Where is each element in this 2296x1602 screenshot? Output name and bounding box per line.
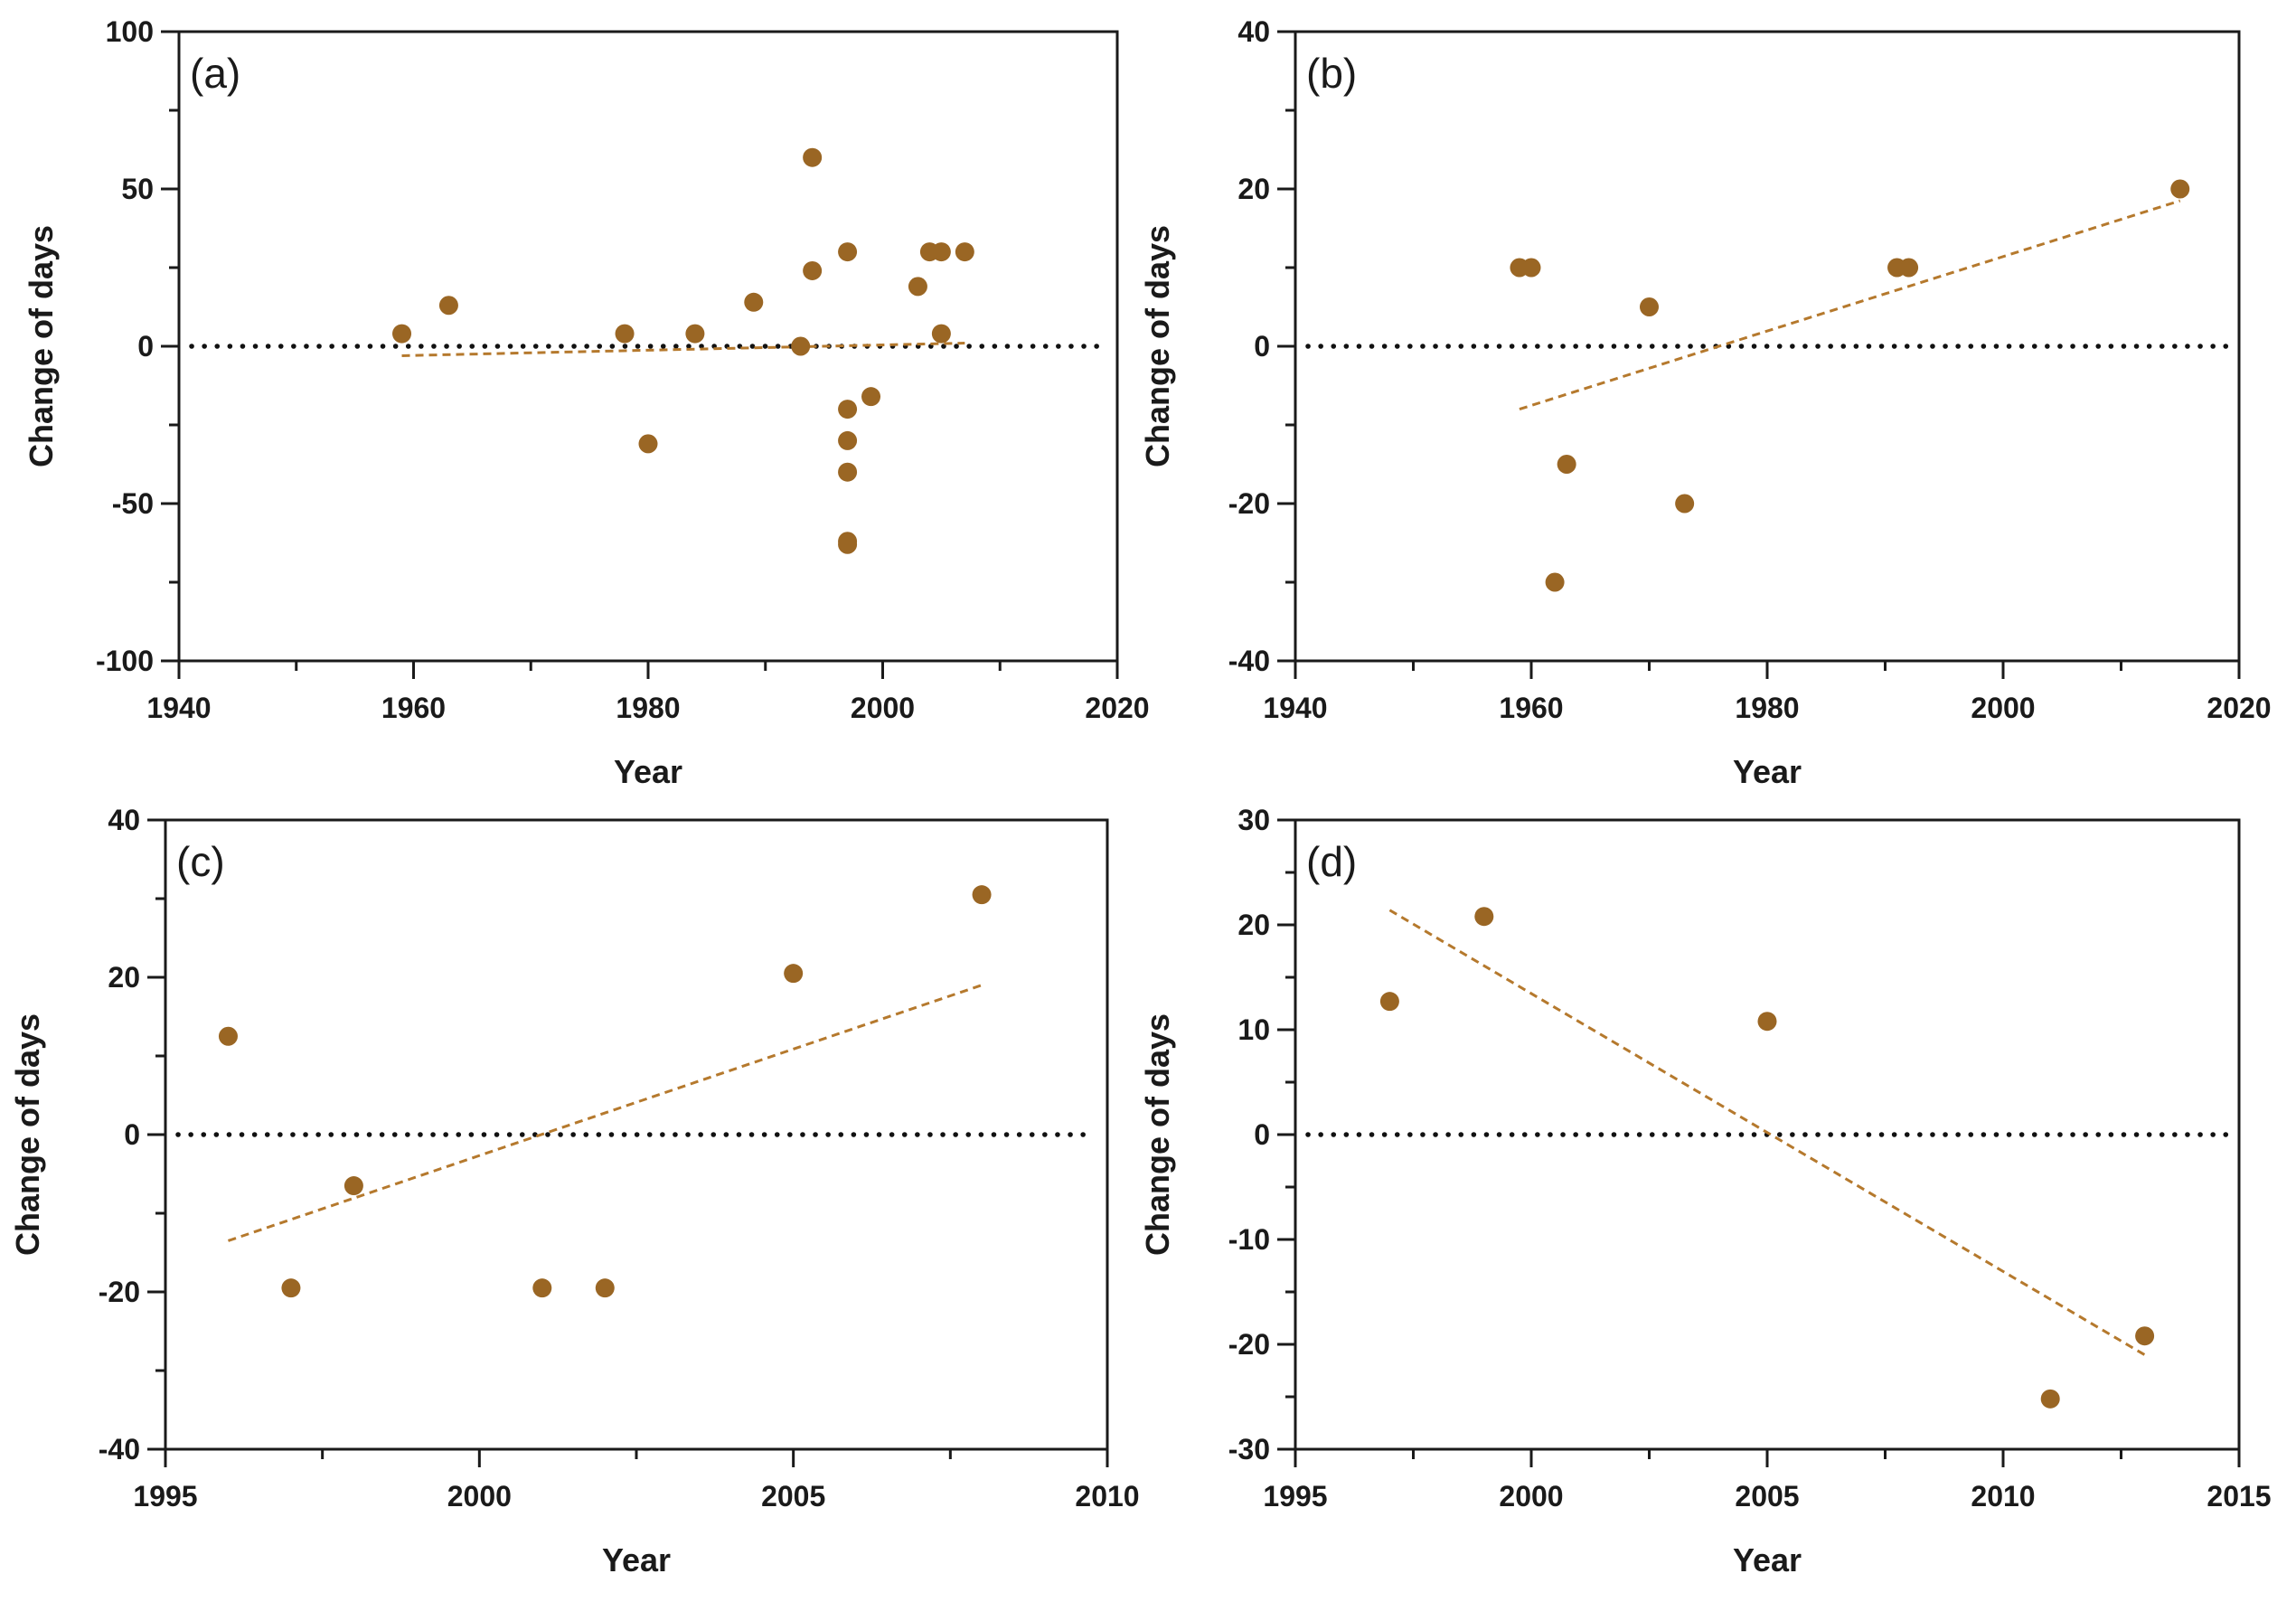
panel-d-x-tick-label: 2005 [1735, 1480, 1799, 1512]
panel-b-y-axis-title: Change of days [1139, 225, 1176, 467]
panel-c-x-tick-label: 2000 [447, 1480, 512, 1512]
panel-b-x-tick-label: 1940 [1263, 692, 1327, 724]
panel-b-label: (b) [1306, 50, 1357, 97]
panel-d-y-tick-label: 0 [1254, 1118, 1270, 1151]
panel-d-data-point [1379, 992, 1399, 1012]
panel-c-x-tick-label: 1995 [133, 1480, 197, 1512]
panel-b-data-point [1521, 258, 1541, 278]
panel-a-y-tick-label: 100 [106, 15, 154, 48]
panel-b-trend-line [1519, 199, 2181, 411]
panel-c-data-point [784, 964, 804, 984]
panel-a-x-tick-label: 1940 [146, 692, 211, 724]
panel-d-y-tick-label: 20 [1237, 909, 1270, 941]
panel-a-data-point [908, 277, 927, 297]
panel-b-y-tick-label: 40 [1237, 15, 1270, 48]
panel-a-data-point [791, 336, 811, 356]
panel-a-data-point [803, 260, 823, 280]
panel-c-y-tick-label: 20 [108, 961, 140, 994]
panel-d-label: (d) [1306, 838, 1357, 885]
panel-b-x-tick-label: 2020 [2207, 692, 2271, 724]
panel-d-data-point [1474, 907, 1494, 927]
panel-a-data-point [803, 147, 823, 167]
panel-a-x-tick-label: 1980 [616, 692, 680, 724]
panel-c-trend-line [227, 984, 983, 1242]
panel-a-y-tick-label: -100 [96, 645, 154, 677]
panel-c-y-tick-label: 0 [124, 1118, 140, 1151]
panel-d-x-tick-label: 2000 [1499, 1480, 1563, 1512]
panel-b-data-point [1640, 297, 1659, 316]
panel-a-x-tick-label: 1960 [381, 692, 446, 724]
panel-d-y-tick-label: 10 [1237, 1013, 1270, 1046]
panel-d-trend-line [1388, 909, 2146, 1356]
panel-d-x-tick-label: 1995 [1263, 1480, 1327, 1512]
panel-c-data-point [972, 885, 992, 905]
panel-d-y-tick-label: 30 [1237, 804, 1270, 836]
panel-c-y-tick-label: 40 [108, 804, 140, 836]
panel-a-data-point [838, 242, 858, 262]
panel-d-x-axis-title: Year [1733, 1541, 1802, 1578]
panel-a-data-point [931, 324, 951, 344]
panel-b-x-tick-label: 1980 [1735, 692, 1799, 724]
panel-a-data-point [438, 296, 458, 316]
panel-c-x-tick-label: 2010 [1075, 1480, 1139, 1512]
panel-a-data-point [392, 324, 412, 344]
panel-c-data-point [595, 1278, 615, 1298]
panel-a-data-point [931, 242, 951, 262]
panel-d-data-point [1757, 1012, 1777, 1032]
panel-c-y-tick-label: -20 [99, 1276, 140, 1308]
panel-a-y-tick-label: -50 [112, 487, 154, 520]
panel-a-x-tick-label: 2000 [851, 692, 915, 724]
panel-b-x-tick-label: 2000 [1971, 692, 2035, 724]
panel-d-x-tick-label: 2010 [1971, 1480, 2035, 1512]
panel-b-x-tick-label: 1960 [1499, 692, 1563, 724]
panel-c-label: (c) [176, 838, 225, 885]
panel-c-data-point [281, 1278, 301, 1298]
panel-a-chart: 1940 1960 1980 2000 2020 -100 -50 0 50 100 (a) Year… [23, 15, 1150, 790]
panel-d-data-point [2040, 1389, 2060, 1409]
panel-a-y-tick-label: 50 [121, 173, 154, 205]
panel-d-y-tick-label: -20 [1228, 1328, 1270, 1361]
panel-a-y-axis-title: Change of days [23, 225, 60, 467]
panel-c-y-axis-title: Change of days [9, 1013, 46, 1256]
panel-a-data-point [744, 292, 764, 312]
panel-b-x-axis-title: Year [1733, 753, 1802, 790]
panel-d-x-tick-label: 2015 [2207, 1480, 2271, 1512]
panel-a-data-point [955, 242, 974, 262]
panel-b-chart: 1940 1960 1980 2000 2020 -40 -20 0 20 40 (b) Year Ch… [1139, 15, 2272, 790]
panel-b-data-point [2170, 179, 2190, 199]
panel-c-x-tick-label: 2005 [761, 1480, 825, 1512]
panel-d-y-tick-label: -10 [1228, 1223, 1270, 1256]
panel-c-y-tick-label: -40 [99, 1433, 140, 1465]
panel-b-y-tick-label: -20 [1228, 487, 1270, 520]
panel-d-y-tick-label: -30 [1228, 1433, 1270, 1465]
panel-a-x-axis-title: Year [614, 753, 682, 790]
panel-a-data-point [638, 434, 658, 454]
panel-d-y-axis-title: Change of days [1139, 1013, 1176, 1256]
panel-a-x-tick-label: 2020 [1085, 692, 1149, 724]
panel-c-x-axis-title: Year [602, 1541, 671, 1578]
panel-a-label: (a) [190, 50, 240, 97]
panel-a-data-point [838, 534, 858, 554]
panel-a-data-point [615, 324, 635, 344]
panel-c-data-point [343, 1176, 363, 1196]
panel-a-y-tick-label: 0 [137, 330, 154, 363]
panel-b-data-point [1675, 494, 1695, 514]
panel-c-chart: 1995 2000 2005 2010 -40 -20 0 20 40 (c) Year Change… [9, 804, 1140, 1578]
panel-c-data-point [532, 1278, 552, 1298]
panel-d-chart: 1995 2000 2005 2010 2015 -30 -20 -10 0 10 20 30 (d) Y… [1139, 804, 2272, 1578]
panel-a-data-point [685, 324, 705, 344]
panel-a-data-point [838, 400, 858, 419]
panel-b-data-point [1545, 572, 1565, 592]
panel-a-data-point [861, 387, 881, 407]
panel-b-y-tick-label: -40 [1228, 645, 1270, 677]
panel-d-data-point [2135, 1326, 2155, 1346]
panel-c-data-point [218, 1026, 238, 1046]
panel-b-y-tick-label: 0 [1254, 330, 1270, 363]
panel-b-data-point [1557, 455, 1576, 474]
panel-b-data-point [1899, 258, 1919, 278]
panel-a-data-point [838, 430, 858, 450]
panel-a-data-point [838, 462, 858, 482]
panel-b-y-tick-label: 20 [1237, 173, 1270, 205]
